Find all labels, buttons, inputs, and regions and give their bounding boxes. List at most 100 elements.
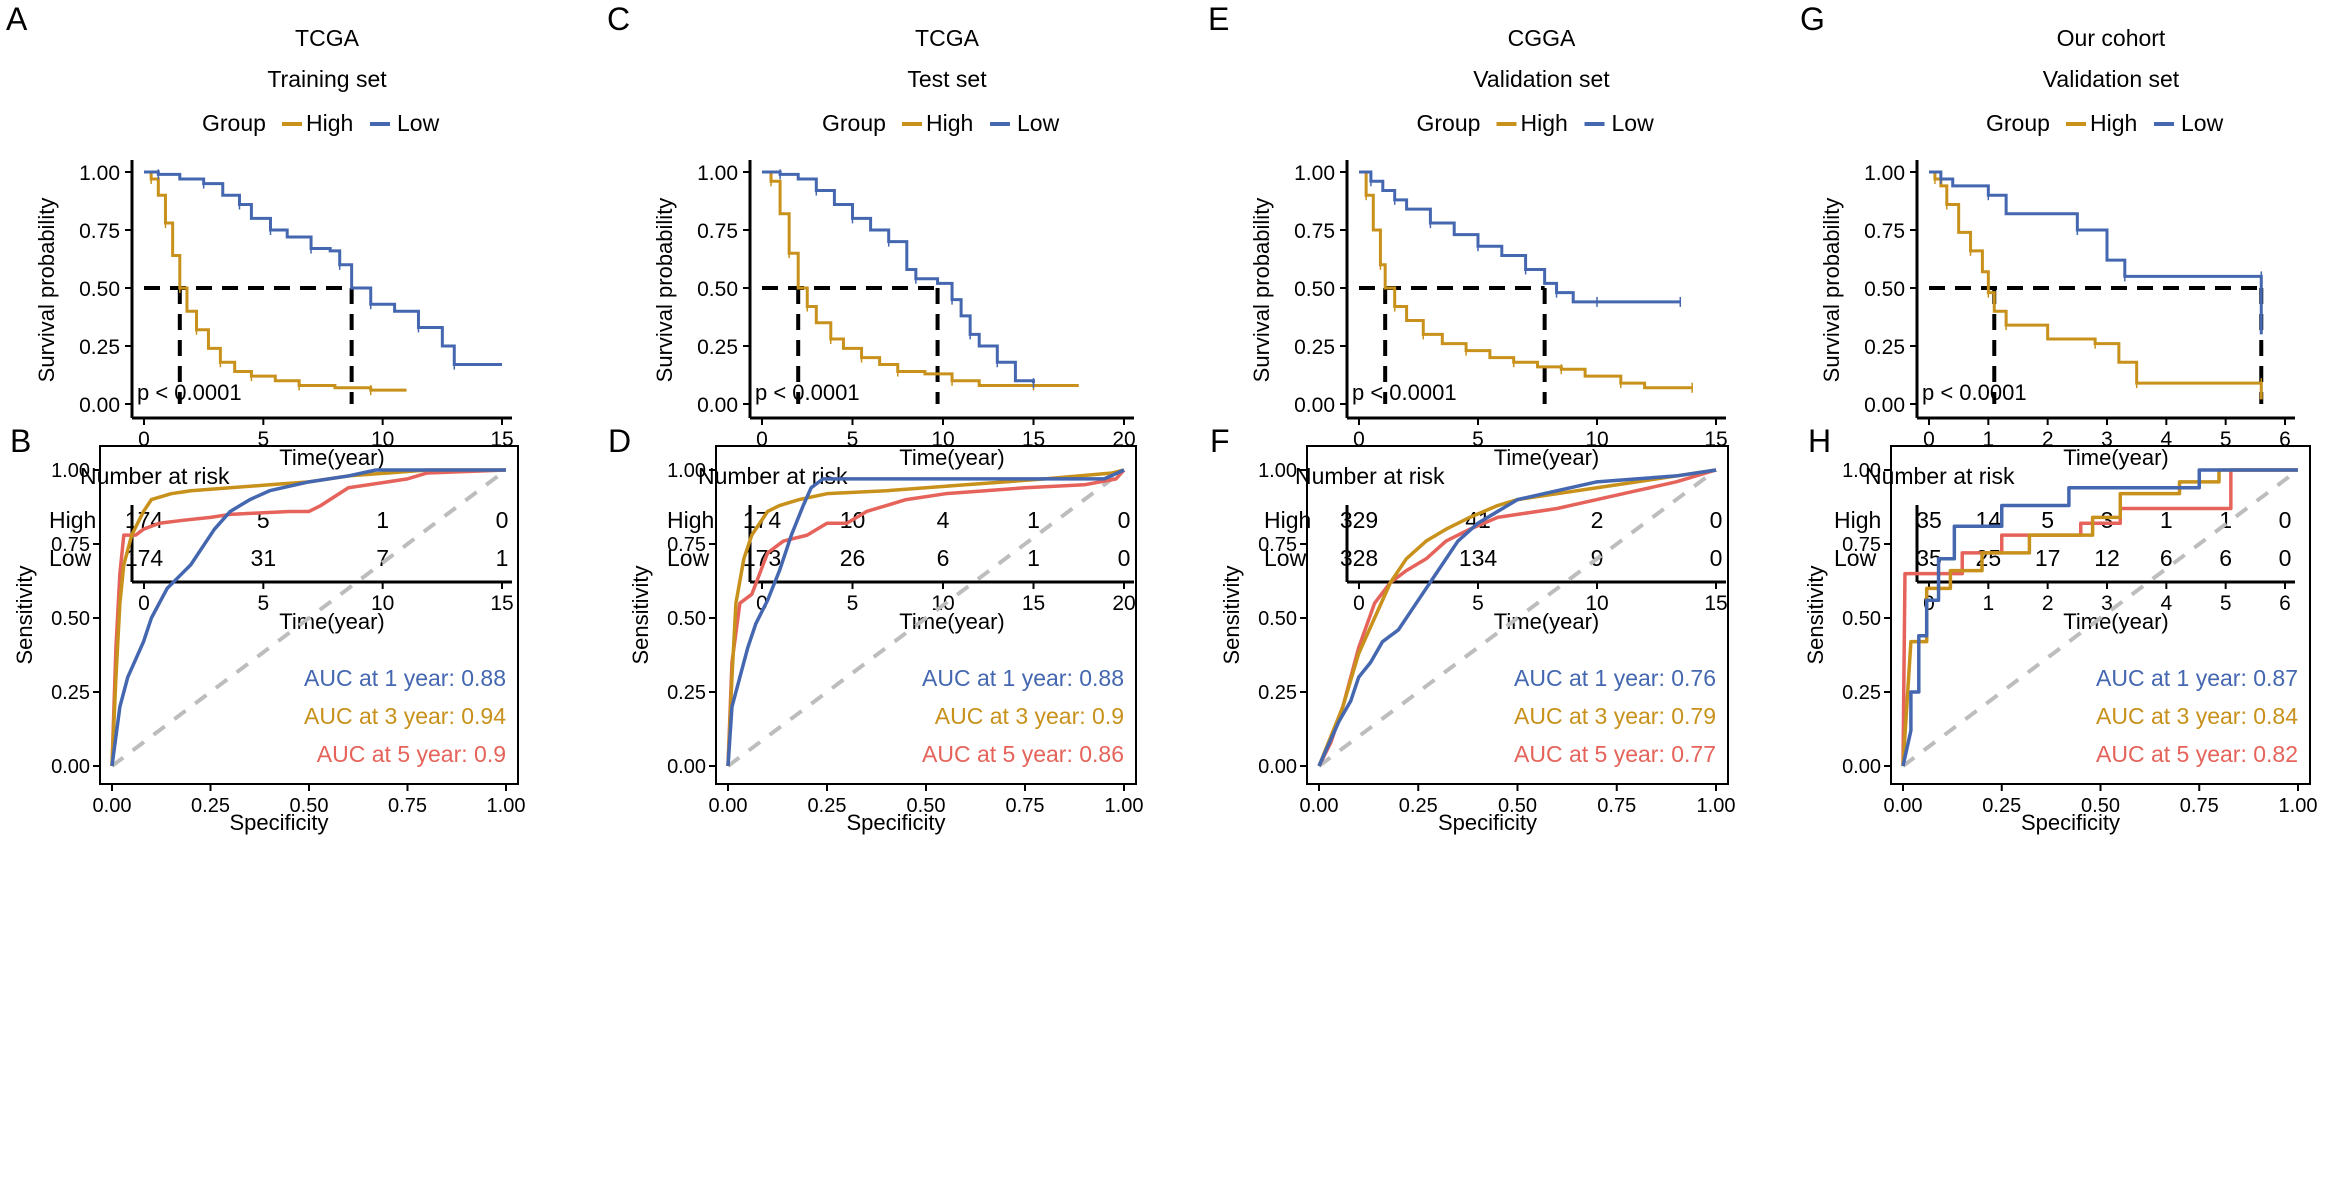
km3-title: Our cohort bbox=[2057, 25, 2166, 51]
km2-risk-x-tick-label-1: 5 bbox=[1472, 592, 1484, 615]
km0-risk-low-3: 1 bbox=[496, 545, 509, 571]
km1-risk-label-low: Low bbox=[667, 545, 710, 571]
roc1-y-tick-label-0: 0.00 bbox=[667, 756, 706, 778]
km0-x-axis-label: Time(year) bbox=[279, 445, 385, 470]
km1-x-tick-label-0: 0 bbox=[756, 428, 768, 451]
km0-y-axis-label: Survival probability bbox=[34, 198, 59, 383]
km3-x-tick-label-5: 5 bbox=[2220, 428, 2232, 451]
km0-risk-high-3: 0 bbox=[496, 507, 509, 533]
roc0-auc-label-2: AUC at 5 year: 0.9 bbox=[317, 741, 506, 767]
roc0-diagonal bbox=[110, 468, 508, 768]
km1-x-tick-label-1: 5 bbox=[847, 428, 859, 451]
roc2-x-tick-label-1: 0.25 bbox=[1399, 795, 1438, 817]
roc1-x-tick-label-0: 0.00 bbox=[709, 795, 748, 817]
km0-legend-low-label: Low bbox=[397, 110, 440, 136]
km3-curve-high bbox=[1929, 170, 2263, 400]
roc0-y-tick-label-1: 0.25 bbox=[51, 682, 90, 704]
roc2-x-axis-label: Specificity bbox=[1438, 810, 1537, 835]
km0-pvalue: p < 0.0001 bbox=[137, 380, 242, 405]
roc1-auc-label-2: AUC at 5 year: 0.86 bbox=[922, 741, 1124, 767]
km1-risk-x-tick-label-4: 20 bbox=[1112, 592, 1135, 615]
km0-legend-group-label: Group bbox=[202, 110, 266, 136]
km3-risk-low-2: 17 bbox=[2035, 545, 2061, 571]
km2-y-tick-label-2: 0.50 bbox=[1294, 278, 1335, 301]
km3-risk-x-tick-label-0: 0 bbox=[1923, 592, 1935, 615]
km1-y-tick-label-3: 0.75 bbox=[697, 220, 738, 243]
km2-risk-label-high: High bbox=[1264, 507, 1311, 533]
km2-legend-low-label: Low bbox=[1612, 110, 1655, 136]
km1-panel-letter: C bbox=[607, 1, 630, 37]
km2-risk-high-0: 329 bbox=[1340, 507, 1378, 533]
km1-risk-label-high: High bbox=[667, 507, 714, 533]
km1-x-axis-label: Time(year) bbox=[899, 445, 1005, 470]
km1-legend-group-label: Group bbox=[822, 110, 886, 136]
roc2-panel-letter: F bbox=[1210, 423, 1230, 459]
km1-y-tick-label-0: 0.00 bbox=[697, 394, 738, 417]
km1-pvalue: p < 0.0001 bbox=[755, 380, 860, 405]
km3-legend-group-label: Group bbox=[1986, 110, 2050, 136]
km3-risk-x-tick-label-1: 1 bbox=[1982, 592, 1994, 615]
km3-legend-high-label: High bbox=[2090, 110, 2137, 136]
km3-x-tick-label-3: 3 bbox=[2101, 428, 2113, 451]
roc0-auc-label-0: AUC at 1 year: 0.88 bbox=[304, 665, 506, 691]
roc2-auc-label-2: AUC at 5 year: 0.77 bbox=[1514, 741, 1716, 767]
roc2-curve-1yr bbox=[1317, 468, 1717, 767]
km0-risk-label-low: Low bbox=[49, 545, 92, 571]
km2-risk-label-low: Low bbox=[1264, 545, 1307, 571]
km1-risk-x-axis-label: Time(year) bbox=[899, 609, 1005, 634]
km1-risk-low-2: 6 bbox=[937, 545, 950, 571]
km0-risk-title: Number at risk bbox=[80, 463, 230, 489]
roc2-x-tick-label-3: 0.75 bbox=[1597, 795, 1636, 817]
km1-subtitle: Test set bbox=[907, 66, 987, 92]
km3-risk-x-tick-label-6: 6 bbox=[2279, 592, 2291, 615]
km3-risk-x-tick-label-2: 2 bbox=[2042, 592, 2054, 615]
km3-risk-high-2: 5 bbox=[2041, 507, 2054, 533]
km1-y-tick-label-2: 0.50 bbox=[697, 278, 738, 301]
km3-risk-low-6: 0 bbox=[2279, 545, 2292, 571]
km3-subtitle: Validation set bbox=[2043, 66, 2180, 92]
km0-risk-low-0: 174 bbox=[125, 545, 164, 571]
roc2-auc-label-1: AUC at 3 year: 0.79 bbox=[1514, 703, 1716, 729]
km0-y-tick-label-3: 0.75 bbox=[79, 220, 120, 243]
roc3-panel-letter: H bbox=[1808, 423, 1831, 459]
roc2-diagonal bbox=[1317, 468, 1718, 768]
km0-title: TCGA bbox=[295, 25, 360, 51]
km1-risk-title: Number at risk bbox=[698, 463, 848, 489]
roc0-curve-5yr bbox=[110, 468, 507, 767]
km1-risk-low-4: 0 bbox=[1118, 545, 1131, 571]
km2-risk-high-3: 0 bbox=[1710, 507, 1723, 533]
km1-curve-low bbox=[762, 170, 1035, 384]
km1-title: TCGA bbox=[915, 25, 980, 51]
roc2-y-axis-label: Sensitivity bbox=[1219, 565, 1244, 664]
roc2-y-tick-label-2: 0.50 bbox=[1258, 608, 1297, 630]
km1-risk-x-tick-label-0: 0 bbox=[756, 592, 768, 615]
km3-risk-low-4: 6 bbox=[2160, 545, 2173, 571]
roc0-x-axis-label: Specificity bbox=[229, 810, 328, 835]
roc0-curve-1yr bbox=[110, 468, 506, 767]
roc1-y-tick-label-3: 0.75 bbox=[667, 534, 706, 556]
roc0-y-tick-label-4: 1.00 bbox=[51, 460, 90, 482]
roc1-curve-5yr bbox=[726, 468, 1126, 767]
roc0-x-tick-label-2: 0.50 bbox=[290, 795, 329, 817]
roc2-y-tick-label-4: 1.00 bbox=[1258, 460, 1297, 482]
roc3-y-axis-label: Sensitivity bbox=[1803, 565, 1828, 664]
roc1-x-tick-label-4: 1.00 bbox=[1105, 795, 1144, 817]
roc1-diagonal bbox=[726, 468, 1126, 768]
km0-risk-x-tick-label-0: 0 bbox=[138, 592, 150, 615]
km2-x-tick-label-3: 15 bbox=[1704, 428, 1727, 451]
km2-panel-letter: E bbox=[1208, 1, 1229, 37]
roc0-y-tick-label-2: 0.50 bbox=[51, 608, 90, 630]
roc1-curve-1yr bbox=[726, 468, 1125, 767]
roc1-auc-label-0: AUC at 1 year: 0.88 bbox=[922, 665, 1124, 691]
roc1-y-tick-label-2: 0.50 bbox=[667, 608, 706, 630]
roc1-curve-3yr bbox=[726, 468, 1125, 767]
km0-subtitle: Training set bbox=[267, 66, 387, 92]
roc3-x-tick-label-4: 1.00 bbox=[2279, 795, 2318, 817]
km0-risk-low-1: 31 bbox=[251, 545, 277, 571]
roc3-auc-label-1: AUC at 3 year: 0.84 bbox=[2096, 703, 2298, 729]
km3-y-axis-label: Survival probability bbox=[1819, 198, 1844, 383]
roc2-auc-label-0: AUC at 1 year: 0.76 bbox=[1514, 665, 1716, 691]
km2-x-tick-label-1: 5 bbox=[1472, 428, 1484, 451]
roc1-y-axis-label: Sensitivity bbox=[628, 565, 653, 664]
roc0-x-tick-label-3: 0.75 bbox=[388, 795, 427, 817]
